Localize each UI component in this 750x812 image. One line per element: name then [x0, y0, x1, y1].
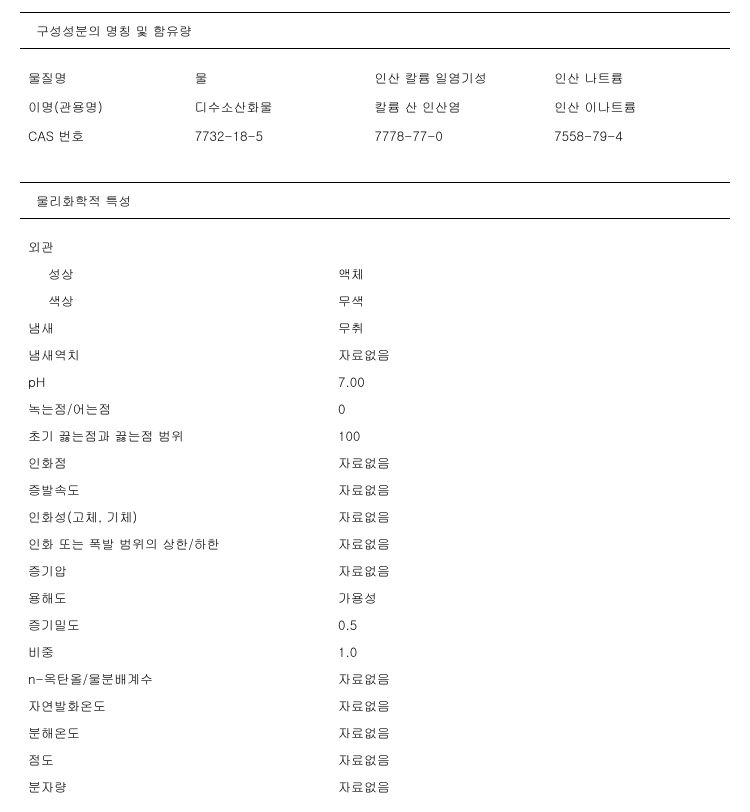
property-label: 녹는점/어는점: [28, 399, 338, 418]
property-label: pH: [28, 372, 338, 391]
composition-row-label: 물질명: [20, 63, 191, 92]
property-label: 자연발화온도: [28, 696, 338, 715]
property-value: 자료없음: [338, 345, 730, 364]
composition-cell: 7558-79-4: [550, 121, 730, 150]
section-composition-header: 구성성분의 명칭 및 함유량: [20, 12, 730, 49]
composition-table: 물질명 물 인산 칼륨 일염기성 인산 나트륨 이명(관용명) 디수소산화물 칼…: [20, 63, 730, 150]
table-row: CAS 번호 7732-18-5 7778-77-0 7558-79-4: [20, 121, 730, 150]
property-row: 자연발화온도자료없음: [20, 692, 730, 719]
property-value: 가용성: [338, 588, 730, 607]
property-value: 자료없음: [338, 507, 730, 526]
composition-cell: 디수소산화물: [191, 92, 371, 121]
property-row: 인화 또는 폭발 범위의 상한/하한자료없음: [20, 530, 730, 557]
section-properties-title: 물리화학적 특성: [36, 191, 131, 210]
property-value: [338, 237, 730, 256]
property-label: 인화점: [28, 453, 338, 472]
property-value: 0.5: [338, 615, 730, 634]
property-label: 냄새: [28, 318, 338, 337]
composition-cell: 물: [191, 63, 371, 92]
property-row: 초기 끓는점과 끓는점 범위100: [20, 422, 730, 449]
property-row: pH7.00: [20, 368, 730, 395]
property-row: 증기압자료없음: [20, 557, 730, 584]
property-value: 100: [338, 426, 730, 445]
property-value: 자료없음: [338, 669, 730, 688]
composition-cell: 7732-18-5: [191, 121, 371, 150]
property-row: 성상액체: [20, 260, 730, 287]
property-value: 액체: [338, 264, 730, 283]
property-value: 무취: [338, 318, 730, 337]
composition-cell: 7778-77-0: [370, 121, 550, 150]
property-value: 자료없음: [338, 723, 730, 742]
property-row: 분해온도자료없음: [20, 719, 730, 746]
property-row: 비중1.0: [20, 638, 730, 665]
property-label: 냄새역치: [28, 345, 338, 364]
property-row: 색상무색: [20, 287, 730, 314]
property-value: 0: [338, 399, 730, 418]
property-label: n-옥탄올/물분배계수: [28, 669, 338, 688]
property-label: 용해도: [28, 588, 338, 607]
property-value: 무색: [338, 291, 730, 310]
table-row: 물질명 물 인산 칼륨 일염기성 인산 나트륨: [20, 63, 730, 92]
property-value: 자료없음: [338, 561, 730, 580]
property-label: 초기 끓는점과 끓는점 범위: [28, 426, 338, 445]
property-row: n-옥탄올/물분배계수자료없음: [20, 665, 730, 692]
property-row: 냄새역치자료없음: [20, 341, 730, 368]
composition-cell: 인산 나트륨: [550, 63, 730, 92]
property-label: 성상: [28, 264, 338, 283]
property-label: 분해온도: [28, 723, 338, 742]
property-label: 색상: [28, 291, 338, 310]
property-value: 1.0: [338, 642, 730, 661]
property-row: 인화성(고체, 기체)자료없음: [20, 503, 730, 530]
property-row: 증기밀도0.5: [20, 611, 730, 638]
property-label: 증발속도: [28, 480, 338, 499]
property-value: 자료없음: [338, 453, 730, 472]
property-label: 점도: [28, 750, 338, 769]
properties-list: 외관성상액체색상무색냄새무취냄새역치자료없음pH7.00녹는점/어는점0초기 끓…: [20, 233, 730, 800]
composition-cell: 인산 칼륨 일염기성: [370, 63, 550, 92]
property-row: 녹는점/어는점0: [20, 395, 730, 422]
property-label: 외관: [28, 237, 338, 256]
property-row: 분자량자료없음: [20, 773, 730, 800]
property-label: 인화성(고체, 기체): [28, 507, 338, 526]
composition-row-label: 이명(관용명): [20, 92, 191, 121]
table-row: 이명(관용명) 디수소산화물 칼륨 산 인산염 인산 이나트륨: [20, 92, 730, 121]
section-composition-title: 구성성분의 명칭 및 함유량: [36, 21, 192, 40]
property-row: 용해도가용성: [20, 584, 730, 611]
property-label: 분자량: [28, 777, 338, 796]
property-value: 7.00: [338, 372, 730, 391]
section-properties-header: 물리화학적 특성: [20, 182, 730, 219]
composition-cell: 인산 이나트륨: [550, 92, 730, 121]
composition-row-label: CAS 번호: [20, 121, 191, 150]
property-row: 인화점자료없음: [20, 449, 730, 476]
property-row: 점도자료없음: [20, 746, 730, 773]
property-row: 외관: [20, 233, 730, 260]
composition-cell: 칼륨 산 인산염: [370, 92, 550, 121]
property-value: 자료없음: [338, 777, 730, 796]
property-row: 증발속도자료없음: [20, 476, 730, 503]
property-label: 증기압: [28, 561, 338, 580]
property-label: 증기밀도: [28, 615, 338, 634]
property-label: 인화 또는 폭발 범위의 상한/하한: [28, 534, 338, 553]
property-label: 비중: [28, 642, 338, 661]
property-row: 냄새무취: [20, 314, 730, 341]
property-value: 자료없음: [338, 534, 730, 553]
property-value: 자료없음: [338, 696, 730, 715]
property-value: 자료없음: [338, 750, 730, 769]
property-value: 자료없음: [338, 480, 730, 499]
